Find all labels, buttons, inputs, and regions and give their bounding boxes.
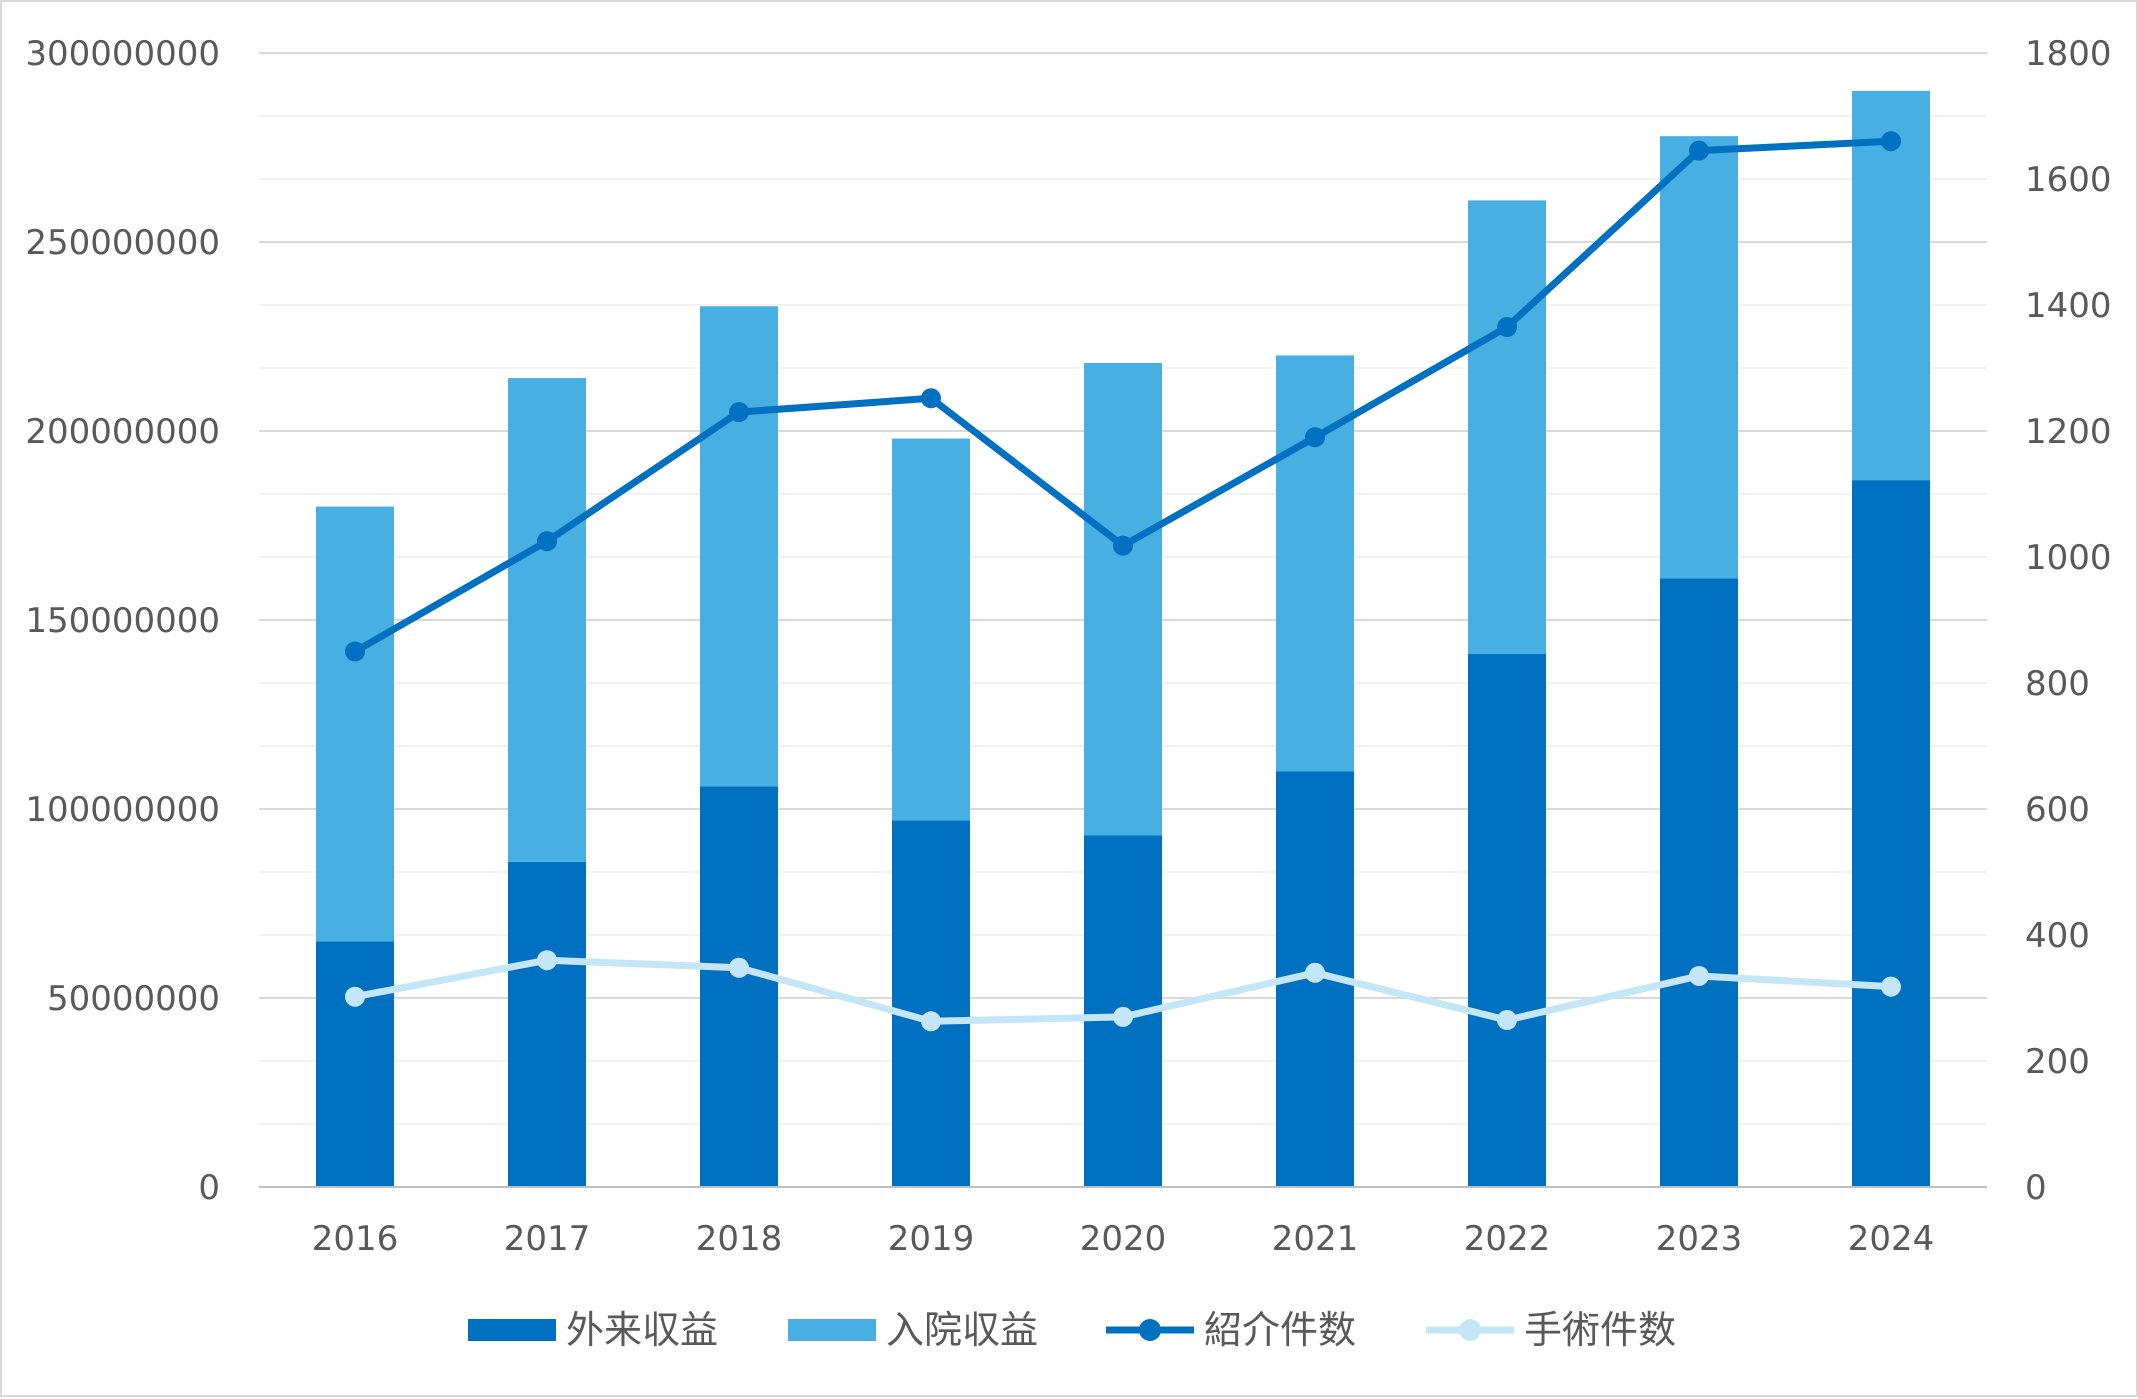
right-tick-label: 1600 <box>2025 160 2112 200</box>
point-surgeries-2020 <box>1113 1006 1133 1027</box>
legend-marker <box>1139 1319 1161 1341</box>
point-surgeries-2019 <box>921 1011 941 1032</box>
point-surgeries-2023 <box>1689 965 1709 986</box>
x-tick-label: 2023 <box>1656 1219 1743 1259</box>
point-surgeries-2018 <box>729 957 749 978</box>
point-surgeries-2021 <box>1305 962 1325 983</box>
legend-label: 手術件数 <box>1524 1308 1676 1352</box>
point-referrals-2016 <box>345 641 365 662</box>
bar-inpatient-2018 <box>700 306 778 787</box>
right-tick-label: 1400 <box>2025 286 2112 326</box>
bar-outpatient-2018 <box>700 786 778 1187</box>
left-tick-label: 250000000 <box>25 223 220 263</box>
right-axis-ticks: 0 200 400 600 800 1000 1200 1400 1600 1800 <box>2025 34 2112 1208</box>
point-referrals-2020 <box>1113 535 1133 556</box>
legend-label: 紹介件数 <box>1204 1308 1356 1352</box>
left-tick-label: 300000000 <box>25 34 220 74</box>
bar-outpatient-2024 <box>1852 480 1930 1187</box>
left-tick-label: 0 <box>198 1168 220 1208</box>
line-series <box>345 131 1901 1032</box>
point-referrals-2017 <box>537 531 557 552</box>
bar-outpatient-2016 <box>316 941 394 1187</box>
right-tick-label: 0 <box>2025 1168 2047 1208</box>
x-tick-label: 2019 <box>888 1219 975 1259</box>
bar-inpatient-2023 <box>1660 136 1738 579</box>
legend-label: 入院収益 <box>886 1308 1038 1352</box>
legend-swatch <box>788 1319 876 1341</box>
right-tick-label: 1200 <box>2025 412 2112 452</box>
x-tick-label: 2018 <box>696 1219 783 1259</box>
left-tick-label: 50000000 <box>47 979 220 1019</box>
x-tick-label: 2021 <box>1272 1219 1359 1259</box>
bar-inpatient-2016 <box>316 506 394 942</box>
left-tick-label: 100000000 <box>25 790 220 830</box>
left-axis-ticks: 0 50000000 100000000 150000000 200000000 2500… <box>25 34 220 1208</box>
point-referrals-2018 <box>729 402 749 423</box>
left-tick-label: 200000000 <box>25 412 220 452</box>
x-tick-label: 2016 <box>312 1219 399 1259</box>
point-referrals-2021 <box>1305 427 1325 448</box>
legend-label: 外来収益 <box>566 1308 718 1352</box>
legend-swatch <box>468 1319 556 1341</box>
bar-inpatient-2022 <box>1468 200 1546 655</box>
right-tick-label: 1000 <box>2025 538 2112 578</box>
x-tick-label: 2017 <box>504 1219 591 1259</box>
x-tick-label: 2020 <box>1080 1219 1167 1259</box>
x-axis-ticks: 2016 2017 2018 2019 2020 2021 2022 2023 2024 <box>312 1219 1935 1259</box>
x-tick-label: 2022 <box>1464 1219 1551 1259</box>
point-referrals-2019 <box>921 388 941 409</box>
x-tick-label: 2024 <box>1848 1219 1935 1259</box>
bar-inpatient-2019 <box>892 438 970 821</box>
point-surgeries-2022 <box>1497 1010 1517 1031</box>
bar-outpatient-2017 <box>508 861 586 1187</box>
point-surgeries-2016 <box>345 986 365 1007</box>
right-tick-label: 200 <box>2025 1042 2090 1082</box>
point-referrals-2023 <box>1689 140 1709 161</box>
legend-marker <box>1459 1319 1481 1341</box>
point-surgeries-2024 <box>1881 976 1901 997</box>
right-tick-label: 800 <box>2025 664 2090 704</box>
right-tick-label: 600 <box>2025 790 2090 830</box>
bar-inpatient-2024 <box>1852 90 1930 481</box>
legend: 外来収益 入院収益 紹介件数 手術件数 <box>468 1308 1676 1352</box>
bar-outpatient-2023 <box>1660 578 1738 1187</box>
bar-inpatient-2017 <box>508 378 586 862</box>
point-surgeries-2017 <box>537 950 557 971</box>
point-referrals-2022 <box>1497 317 1517 338</box>
bar-outpatient-2022 <box>1468 654 1546 1187</box>
right-tick-label: 400 <box>2025 916 2090 956</box>
bar-outpatient-2019 <box>892 820 970 1187</box>
left-tick-label: 150000000 <box>25 601 220 641</box>
bar-inpatient-2020 <box>1084 362 1162 836</box>
point-referrals-2024 <box>1881 131 1901 152</box>
right-tick-label: 1800 <box>2025 34 2112 74</box>
